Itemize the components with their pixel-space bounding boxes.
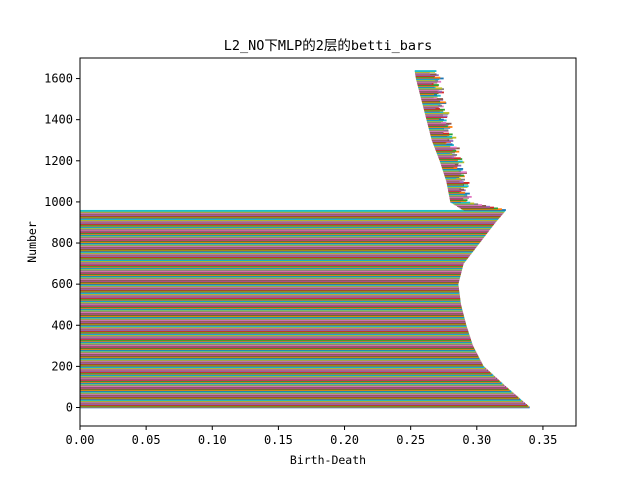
y-tick-label: 0 (66, 400, 73, 414)
bars-layer (80, 70, 530, 409)
y-tick-label: 400 (51, 318, 73, 332)
y-tick-label: 600 (51, 277, 73, 291)
y-axis-ticks: 0 200 400 600 800 1000 1200 1400 1600 (44, 72, 80, 414)
y-tick-label: 1600 (44, 72, 73, 86)
y-tick-label: 1200 (44, 154, 73, 168)
x-tick-label: 0.00 (66, 433, 95, 447)
chart-title: L2_NO下MLP的2层的betti_bars (224, 38, 432, 54)
x-axis-ticks: 0.00 0.05 0.10 0.15 0.20 0.25 0.30 0.35 (66, 426, 557, 447)
bar (414, 70, 437, 72)
x-tick-label: 0.15 (264, 433, 293, 447)
x-tick-label: 0.30 (462, 433, 491, 447)
y-tick-label: 200 (51, 359, 73, 373)
bar (80, 209, 506, 212)
y-tick-label: 1000 (44, 195, 73, 209)
x-tick-label: 0.35 (528, 433, 557, 447)
x-tick-label: 0.05 (132, 433, 161, 447)
x-axis-label: Birth-Death (290, 453, 366, 467)
x-tick-label: 0.10 (198, 433, 227, 447)
plot-area-frame (79, 57, 577, 427)
y-axis-label: Number (25, 221, 39, 263)
y-tick-label: 1400 (44, 113, 73, 127)
x-tick-label: 0.20 (330, 433, 359, 447)
y-tick-label: 800 (51, 236, 73, 250)
x-tick-label: 0.25 (396, 433, 425, 447)
